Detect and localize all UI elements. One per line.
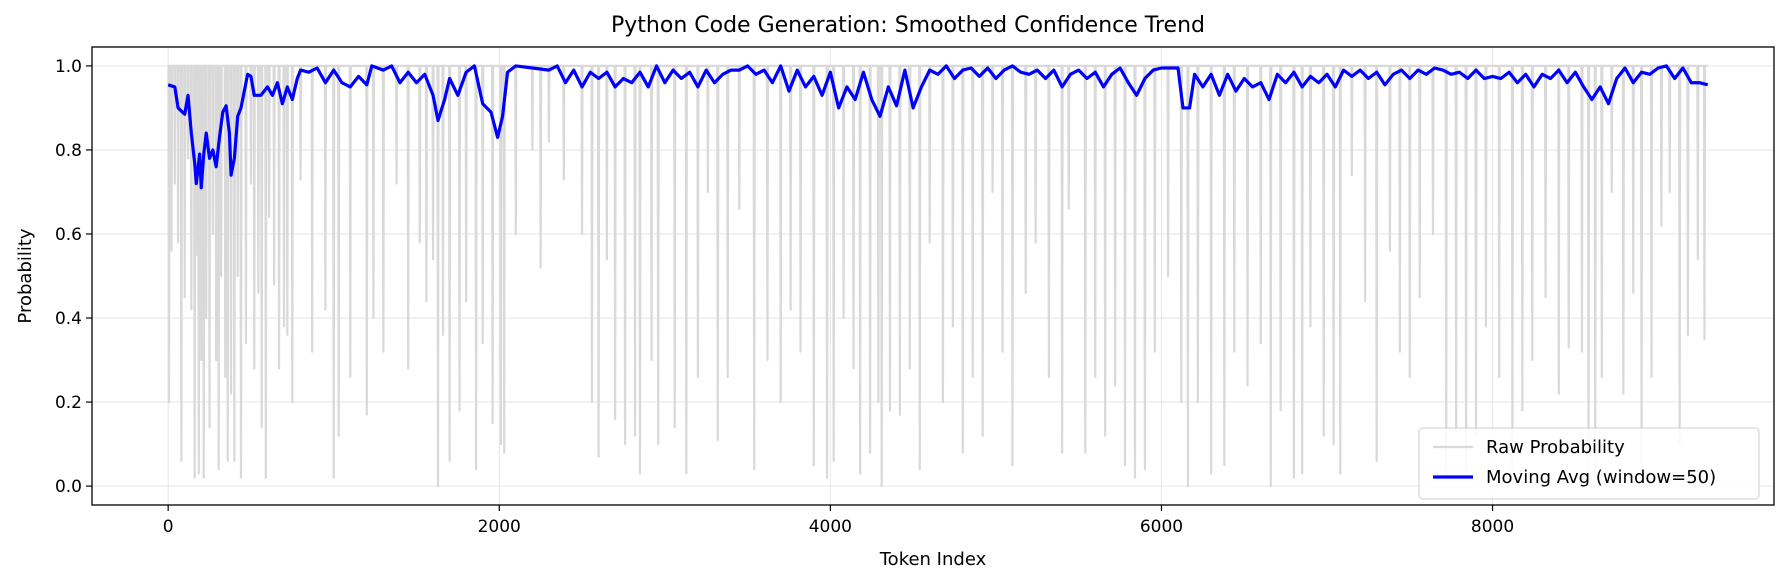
raw-probability-line [167,64,1708,488]
plot-frame [91,46,1775,506]
y-tick-label: 0.2 [55,393,82,413]
x-tick-label: 4000 [809,517,852,537]
x-tick-label: 6000 [1140,517,1183,537]
x-tick-label: 2000 [478,517,521,537]
y-tick-label: 0.6 [55,225,82,245]
chart-title: Python Code Generation: Smoothed Confide… [611,13,1205,38]
x-tick-label: 0 [163,517,174,537]
plot-area [167,64,1709,488]
y-tick-label: 0.4 [55,309,82,329]
y-tick-label: 1.0 [55,57,82,77]
legend: Raw Probability Moving Avg (window=50) [1418,427,1760,500]
x-axis-label: Token Index [879,549,987,570]
x-tick-label: 8000 [1471,517,1514,537]
legend-raw-label: Raw Probability [1486,437,1625,458]
y-tick-label: 0.8 [55,141,82,161]
legend-avg-label: Moving Avg (window=50) [1486,467,1716,488]
y-axis-label: Probability [15,228,36,323]
y-tick-label: 0.0 [55,477,82,497]
axis-ticks: 0 2000 4000 6000 8000 0.0 0.2 0.4 0.6 0.8 1.0 [55,57,1514,537]
legend-box [1418,427,1760,500]
moving-average-line [167,64,1709,190]
